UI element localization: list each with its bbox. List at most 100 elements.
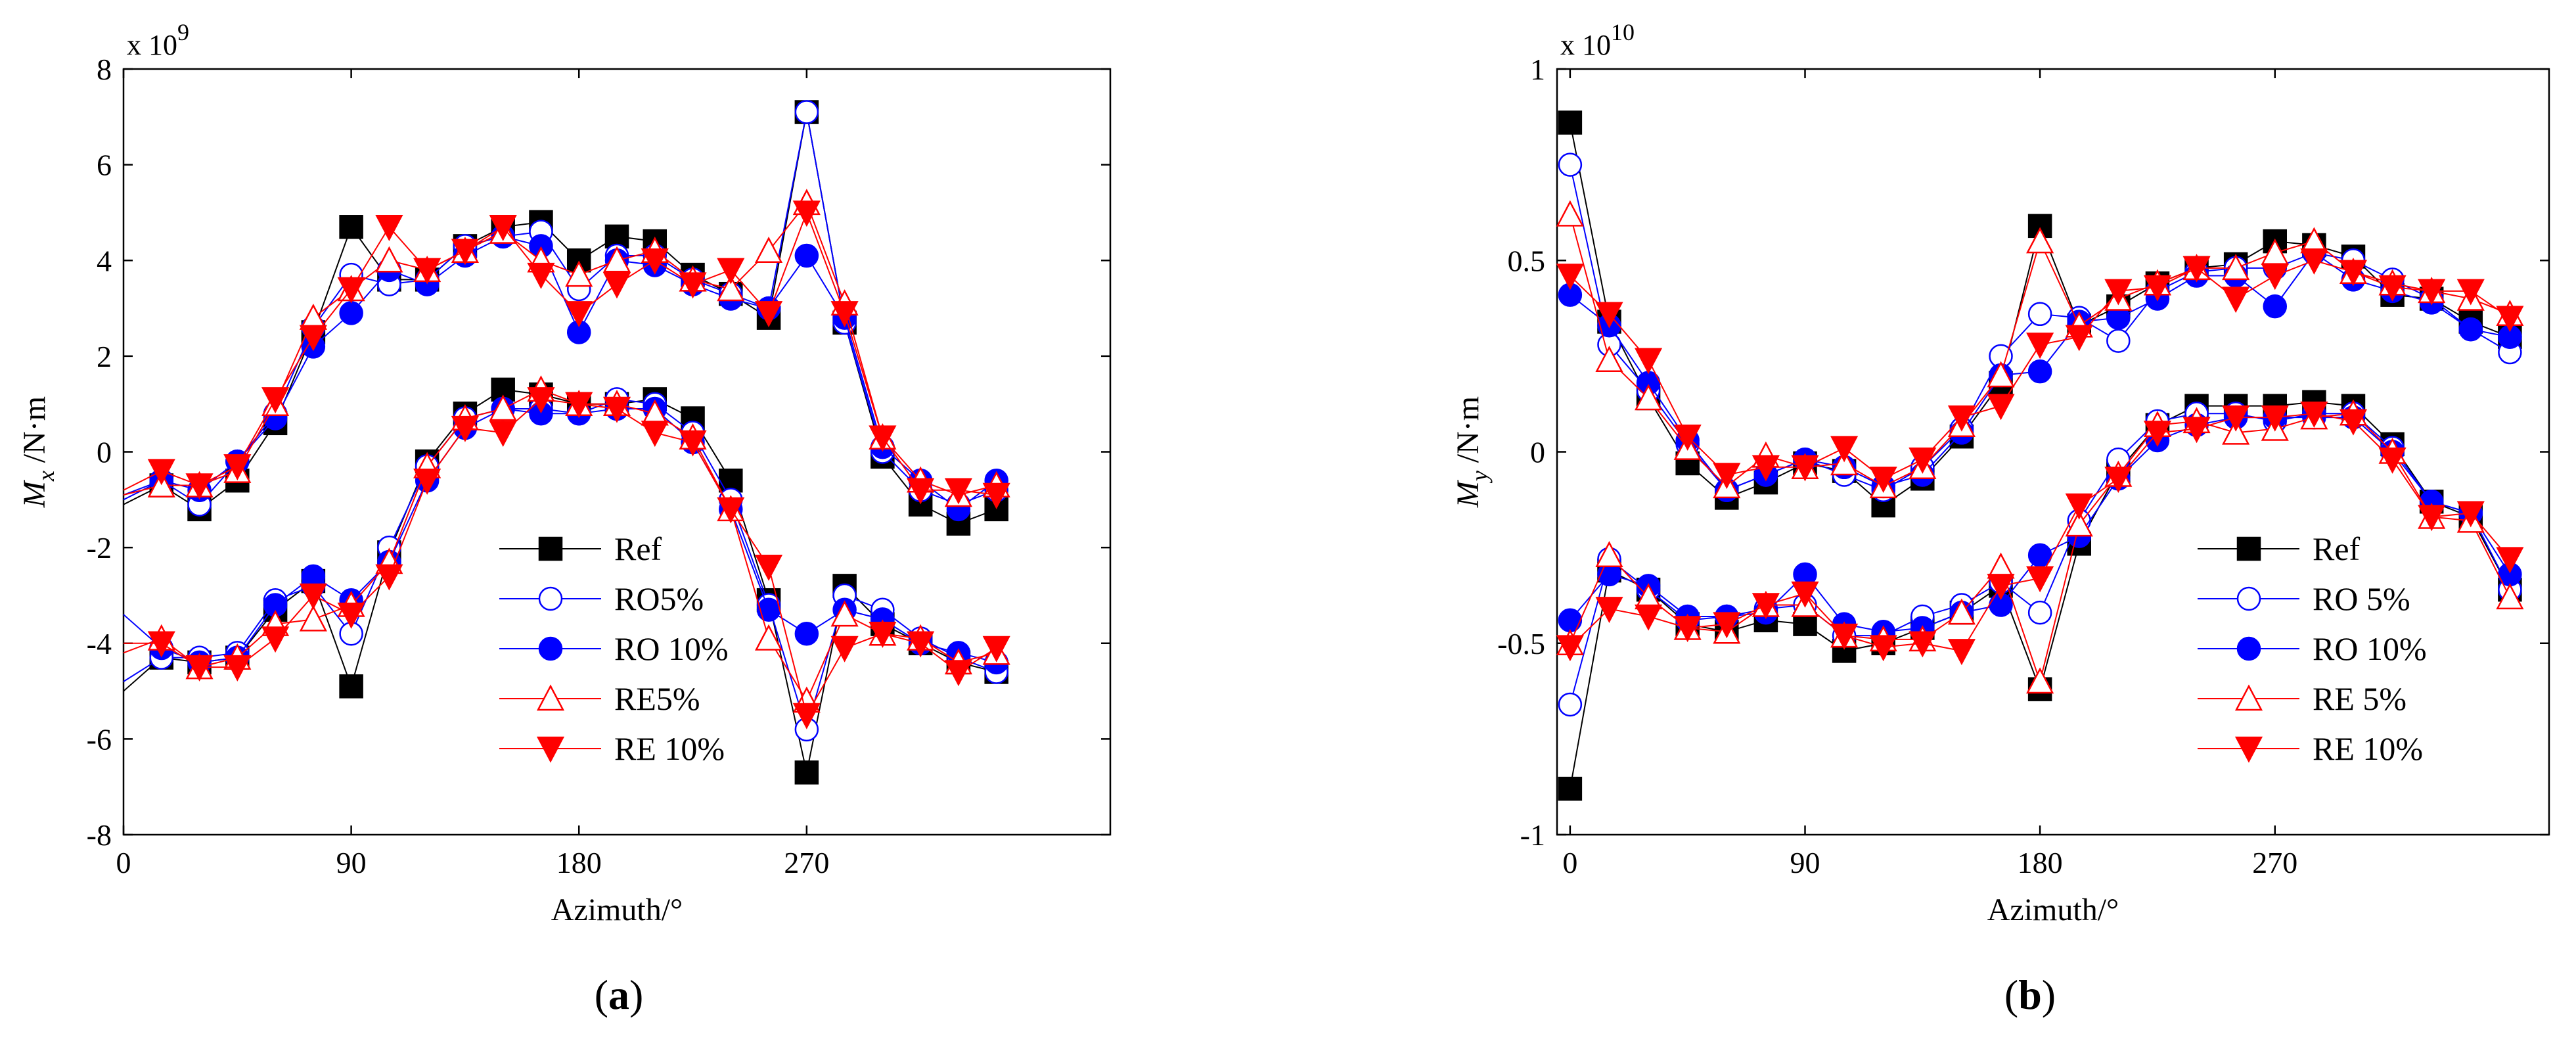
data-point (147, 459, 175, 486)
legend-label: Ref (614, 530, 662, 567)
data-point (1635, 348, 1663, 375)
y-tick-label: 0 (97, 436, 112, 469)
data-point (1558, 776, 1583, 801)
data-point (1987, 574, 2015, 601)
data-point (1713, 612, 1741, 639)
data-point (2261, 264, 2289, 290)
x-axis-label: Azimuth/° (1987, 893, 2119, 927)
plot-frame (122, 68, 1112, 836)
legend-label: RO 10% (2313, 630, 2427, 667)
data-point (527, 387, 555, 414)
y-tick-label: 8 (97, 53, 112, 86)
data-point (717, 258, 745, 285)
data-point (1947, 639, 1976, 666)
data-point (565, 260, 593, 287)
data-point (1673, 616, 1702, 643)
data-point (792, 200, 821, 227)
x-tick-label: 90 (336, 846, 367, 879)
legend-label: RO 10% (614, 630, 729, 667)
data-point (717, 275, 745, 302)
data-point (1830, 623, 1859, 650)
data-point (907, 478, 935, 505)
data-point (717, 497, 745, 524)
data-point (830, 600, 859, 627)
data-point (1987, 394, 2015, 421)
y-tick-label: 0 (1530, 436, 1545, 469)
data-point (2496, 583, 2524, 610)
data-point (1595, 346, 1623, 372)
data-point (830, 636, 859, 662)
y-axis-label: Mx /N·m (17, 396, 59, 508)
data-point (1830, 436, 1859, 463)
data-point (413, 468, 441, 495)
legend-marker (538, 636, 563, 661)
data-point (2026, 227, 2054, 254)
y-axis-label-main: M (1451, 479, 1485, 508)
data-point (1869, 467, 1897, 493)
x-tick-label: 0 (1562, 846, 1577, 879)
data-point (982, 482, 1010, 509)
data-point (339, 215, 363, 239)
data-point (375, 564, 403, 591)
data-point (755, 237, 783, 263)
data-point (2458, 317, 2483, 342)
data-point (2418, 505, 2446, 532)
data-point (2339, 409, 2368, 436)
data-point (147, 631, 175, 658)
data-point (794, 243, 819, 268)
data-point (1751, 455, 1780, 482)
data-point (1791, 455, 1819, 482)
data-point (299, 583, 327, 610)
data-point (2339, 260, 2368, 287)
data-point (339, 301, 363, 325)
y-tick-label: 6 (97, 149, 112, 182)
data-point (339, 674, 363, 699)
data-point (2418, 279, 2446, 306)
legend-label: RE5% (614, 680, 700, 717)
data-point (489, 421, 517, 448)
data-point (2026, 333, 2054, 360)
data-point (2026, 667, 2054, 694)
data-point (2456, 501, 2485, 528)
data-point (2065, 325, 2093, 352)
y-tick-label: 2 (97, 340, 112, 373)
y-tick-label: -4 (87, 627, 112, 661)
data-point (1556, 264, 1584, 290)
x-axis-label: Azimuth/° (551, 893, 683, 927)
legend-marker (2234, 736, 2263, 763)
y-axis-label-unit: /N·m (17, 396, 52, 471)
y-axis-label-unit: /N·m (1451, 396, 1485, 471)
x-tick-label: 180 (556, 846, 602, 879)
caption-a: (a) (595, 971, 644, 1018)
data-point (679, 272, 707, 299)
legend-marker (538, 536, 563, 561)
data-point (2263, 294, 2288, 319)
data-point (299, 605, 327, 632)
y-axis-label-sub: x (33, 471, 59, 482)
data-point (944, 478, 972, 505)
data-point (223, 454, 252, 481)
series-line-lower (123, 398, 997, 732)
data-point (2143, 421, 2172, 448)
data-point (337, 277, 365, 304)
data-point (869, 621, 897, 648)
y-tick-label: -0.5 (1497, 627, 1545, 661)
series-line-upper (123, 112, 997, 505)
data-point (1558, 692, 1583, 717)
data-point (261, 387, 290, 414)
data-point (375, 215, 403, 241)
panel-b: 0 90 180 270 -1 -0.5 0 0.5 1 x 1010 Azimuth/° My /N… (1451, 19, 2550, 927)
data-point (375, 246, 403, 273)
data-point (792, 703, 821, 730)
y-axis-label: My /N·m (1451, 396, 1493, 508)
data-point (869, 425, 897, 452)
axis-exponent-base: x 10 (1560, 29, 1611, 61)
legend-marker (2236, 586, 2261, 611)
data-point (565, 392, 593, 419)
data-point (489, 215, 517, 241)
data-point (1635, 384, 1663, 411)
x-tick-label: 0 (116, 846, 131, 879)
data-point (755, 555, 783, 581)
data-point (2300, 402, 2328, 428)
